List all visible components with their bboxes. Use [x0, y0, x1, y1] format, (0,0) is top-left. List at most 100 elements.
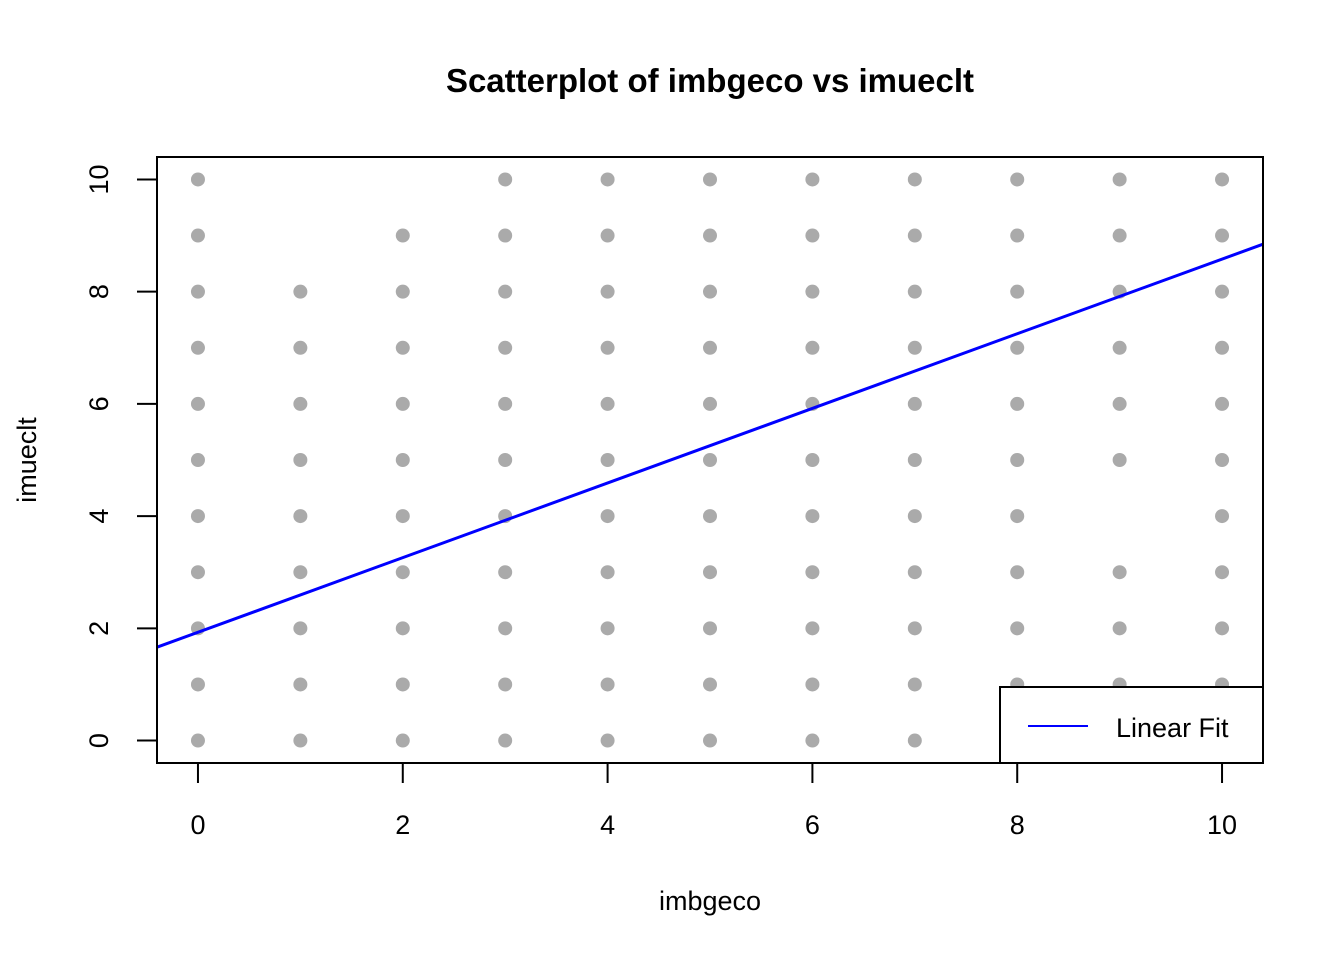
data-point [190, 565, 205, 580]
data-point [1010, 172, 1025, 187]
data-point [498, 565, 513, 580]
data-point [395, 565, 410, 580]
data-point [703, 284, 717, 299]
data-point [805, 284, 820, 299]
data-point [907, 228, 922, 243]
data-point [805, 509, 820, 524]
data-point [498, 340, 513, 355]
x-tick-label: 10 [1207, 810, 1237, 840]
data-point [600, 509, 615, 524]
x-tick-label: 0 [190, 810, 205, 840]
data-point [1215, 340, 1230, 355]
chart-title: Scatterplot of imbgeco vs imueclt [446, 62, 974, 99]
data-point [1010, 565, 1025, 580]
data-point [1010, 509, 1025, 524]
fit-line-layer [156, 242, 1264, 649]
data-point [703, 228, 717, 243]
data-point [498, 621, 513, 636]
data-point [1010, 284, 1025, 299]
data-point [293, 340, 308, 355]
data-point [805, 677, 820, 692]
data-point [805, 228, 820, 243]
data-point [1010, 228, 1025, 243]
data-point [1215, 621, 1230, 636]
data-point [1215, 565, 1230, 580]
data-point [1215, 396, 1230, 411]
data-point [907, 565, 922, 580]
data-point [703, 396, 717, 411]
data-point [190, 228, 205, 243]
points-layer [190, 172, 1230, 748]
data-point [395, 284, 410, 299]
data-point [805, 453, 820, 467]
data-point [907, 284, 922, 299]
data-point [600, 340, 615, 355]
x-tick-label: 2 [395, 810, 410, 840]
data-point [293, 453, 308, 467]
data-point [293, 284, 308, 299]
data-point [1112, 396, 1127, 411]
data-point [498, 172, 513, 187]
data-point [1112, 172, 1127, 187]
data-point [190, 677, 205, 692]
data-point [1112, 565, 1127, 580]
y-tick-label: 0 [84, 733, 114, 748]
data-point [1215, 172, 1230, 187]
y-tick-label: 4 [84, 509, 114, 524]
data-point [600, 733, 615, 748]
y-axis-label: imueclt [12, 417, 42, 503]
data-point [805, 565, 820, 580]
data-point [703, 509, 717, 524]
data-point [1010, 340, 1025, 355]
data-point [1215, 284, 1230, 299]
data-point [703, 677, 717, 692]
data-point [1215, 228, 1230, 243]
data-point [395, 396, 410, 411]
data-point [190, 172, 205, 187]
data-point [1010, 396, 1025, 411]
legend: Linear Fit [999, 686, 1264, 764]
data-point [907, 509, 922, 524]
fit-line [156, 242, 1264, 649]
data-point [1215, 509, 1230, 524]
data-point [600, 565, 615, 580]
legend-label-linear-fit: Linear Fit [1116, 713, 1229, 743]
data-point [293, 396, 308, 411]
data-point [1112, 228, 1127, 243]
data-point [190, 733, 205, 748]
data-point [600, 453, 615, 467]
data-point [1112, 340, 1127, 355]
data-point [1215, 453, 1230, 467]
x-tick-label: 6 [805, 810, 820, 840]
y-tick-label: 6 [84, 396, 114, 411]
data-point [1010, 621, 1025, 636]
data-point [600, 228, 615, 243]
x-axis-label: imbgeco [659, 886, 761, 916]
data-point [190, 340, 205, 355]
data-point [190, 284, 205, 299]
data-point [703, 621, 717, 636]
data-point [293, 677, 308, 692]
data-point [293, 509, 308, 524]
x-tick-label: 8 [1010, 810, 1025, 840]
data-point [805, 172, 820, 187]
data-point [293, 733, 308, 748]
data-point [805, 733, 820, 748]
data-point [703, 453, 717, 467]
data-point [907, 172, 922, 187]
data-point [600, 677, 615, 692]
data-point [703, 733, 717, 748]
data-point [907, 621, 922, 636]
data-point [907, 733, 922, 748]
data-point [395, 228, 410, 243]
data-point [805, 621, 820, 636]
data-point [600, 621, 615, 636]
data-point [907, 677, 922, 692]
data-point [190, 453, 205, 467]
data-point [395, 733, 410, 748]
data-point [498, 284, 513, 299]
data-point [600, 172, 615, 187]
data-point [703, 340, 717, 355]
